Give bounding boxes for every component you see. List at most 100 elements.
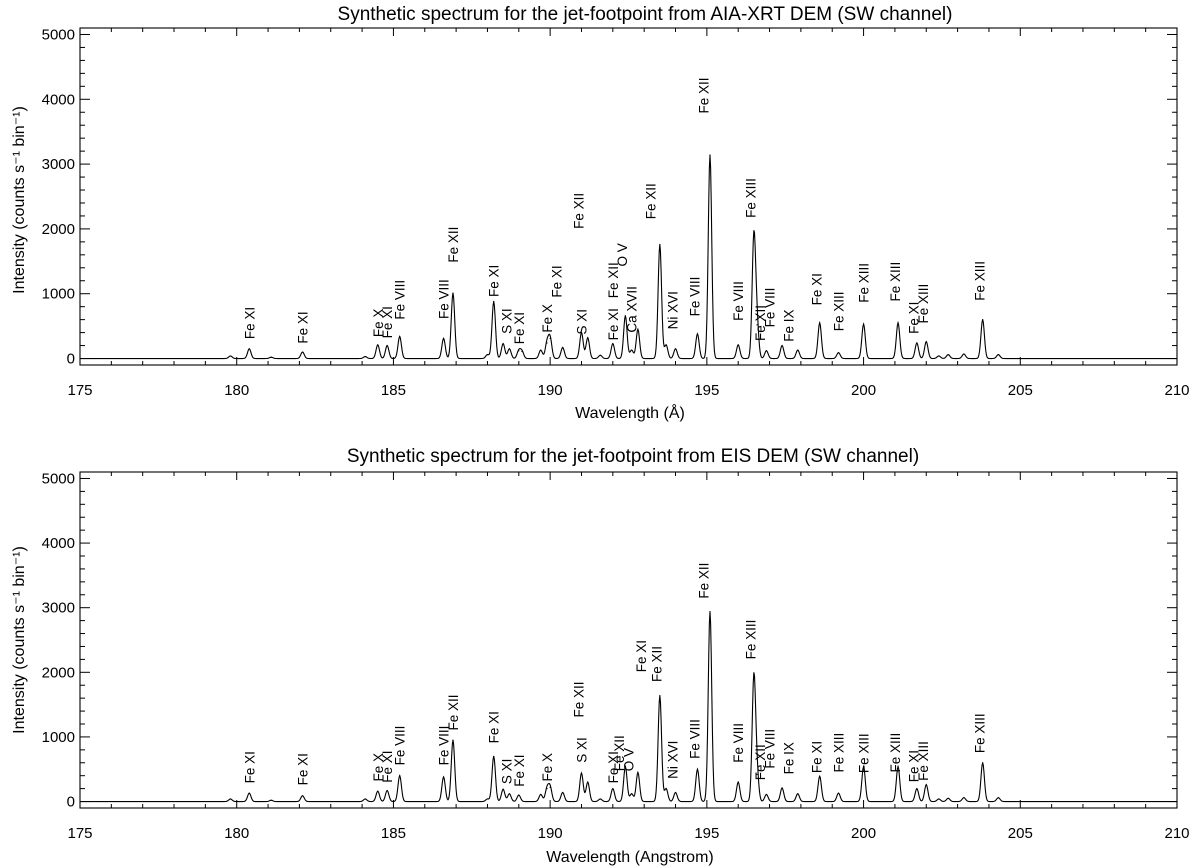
spectral-line-peak (377, 344, 379, 346)
line-annotation: Fe XIII (888, 733, 903, 773)
spectral-line-peak (587, 781, 589, 783)
line-annotation: Fe XIII (916, 741, 931, 781)
spectral-line-peak (493, 755, 495, 757)
spectral-line-peak (797, 349, 799, 351)
y-tick-label: 4000 (42, 91, 75, 108)
line-annotation: O V (622, 748, 637, 771)
y-tick-label: 5000 (42, 470, 75, 487)
spectral-line-peak (997, 797, 999, 799)
spectral-line-peak (938, 355, 940, 357)
x-tick-label: 175 (67, 825, 92, 842)
spectral-line-peak (301, 351, 304, 353)
spectral-line-peak (753, 676, 755, 679)
spectral-line-peak (756, 324, 758, 326)
line-annotation: Fe XI (242, 751, 257, 783)
line-annotation: Fe XI (296, 311, 311, 343)
x-tick-label: 185 (381, 825, 406, 842)
line-annotation: Fe IX (781, 742, 796, 774)
x-tick-label: 205 (1008, 825, 1033, 842)
spectral-line-peak (737, 344, 739, 346)
y-tick-label: 1000 (42, 286, 75, 303)
line-annotation: Fe XI (810, 273, 825, 305)
spectral-line-peak (270, 799, 272, 801)
y-tick-label: 0 (67, 794, 75, 811)
spectral-line-peak (947, 354, 949, 356)
spectral-line-peak (442, 776, 445, 778)
spectral-line-peak (897, 766, 899, 768)
y-tick-label: 3000 (42, 156, 75, 173)
spectral-line-peak (665, 788, 667, 790)
line-annotation: Fe XII (697, 563, 712, 599)
line-annotation: Fe X (540, 304, 555, 333)
line-annotation: Fe XI (296, 753, 311, 785)
line-annotation: Fe XIII (857, 733, 872, 773)
spectral-line-peak (599, 798, 601, 800)
line-annotation: Fe X (540, 753, 555, 782)
spectral-line-peak (580, 331, 583, 334)
line-annotation: O V (615, 243, 630, 266)
line-annotation: Fe XI (549, 265, 564, 297)
x-tick-label: 180 (224, 382, 249, 399)
line-annotation: Fe XI (380, 751, 395, 783)
y-tick-label: 0 (67, 351, 75, 368)
spectral-line-peak (486, 354, 489, 356)
line-annotation: Fe VIII (731, 281, 746, 321)
spectral-line-peak (546, 342, 548, 344)
spectral-line-peak (248, 792, 250, 794)
spectral-line-peak (674, 791, 677, 794)
y-axis-label: Intensity (counts s⁻¹ bin⁻¹) (11, 546, 28, 734)
spectral-line-peak (599, 354, 601, 356)
spectral-line-peak (540, 349, 542, 351)
x-tick-label: 190 (538, 825, 563, 842)
spectral-line-peak (753, 236, 755, 238)
x-tick-label: 205 (1008, 382, 1033, 399)
x-tick-label: 180 (224, 825, 249, 842)
line-annotation: Fe VIII (437, 726, 452, 766)
spectral-line-peak (925, 784, 927, 786)
line-annotation: Fe XII (612, 735, 627, 771)
line-annotation: Fe XIII (832, 292, 847, 332)
spectral-line-peak (562, 791, 564, 794)
line-annotation: Fe XI (907, 302, 922, 334)
line-annotation: Fe XI (512, 312, 527, 344)
line-annotation: Ca XVII (625, 286, 640, 333)
line-annotation: Fe VIII (437, 279, 452, 319)
spectral-line-peak (486, 798, 489, 800)
line-annotation: Fe XIII (857, 263, 872, 303)
spectral-line-peak (493, 300, 495, 303)
line-annotation: Fe XI (606, 308, 621, 340)
spectral-line-peak (765, 793, 768, 796)
spectral-line-peak (518, 794, 520, 796)
spectral-line-peak (837, 352, 840, 354)
line-annotation: Fe VIII (763, 729, 778, 769)
line-annotation: Fe XII (753, 744, 768, 780)
line-annotation: Fe VIII (687, 277, 702, 317)
spectral-line-peak (819, 775, 821, 777)
line-annotation: Fe XI (487, 711, 502, 743)
y-tick-label: 3000 (42, 600, 75, 617)
spectral-line-peak (665, 344, 667, 346)
spectral-line-peak (997, 354, 999, 356)
spectral-line-peak (518, 350, 520, 352)
line-annotation: Fe XII (697, 77, 712, 113)
spectral-line-peak (229, 355, 232, 357)
line-annotation: Fe XI (487, 265, 502, 297)
line-annotation: Fe VIII (731, 723, 746, 763)
line-annotation: Fe IX (781, 309, 796, 341)
spectral-line-peak (549, 337, 551, 340)
panel-aia-xrt: Synthetic spectrum for the jet-footpoint… (11, 4, 1190, 422)
spectral-line-peak (399, 335, 401, 338)
line-annotation: Fe XII (643, 183, 658, 219)
line-annotation: Fe XII (571, 681, 586, 717)
spectral-line-peak (624, 766, 626, 768)
line-annotation: Fe XIII (888, 262, 903, 302)
spectral-line-peak (916, 342, 918, 344)
spectral-line-peak (399, 775, 401, 777)
spectral-line-peak (452, 739, 454, 741)
line-annotation: Fe XI (380, 306, 395, 338)
spectral-line-peak (963, 353, 965, 355)
spectral-line-peak (925, 341, 927, 343)
spectral-line-peak (837, 792, 840, 794)
spectral-line-peak (562, 346, 564, 349)
